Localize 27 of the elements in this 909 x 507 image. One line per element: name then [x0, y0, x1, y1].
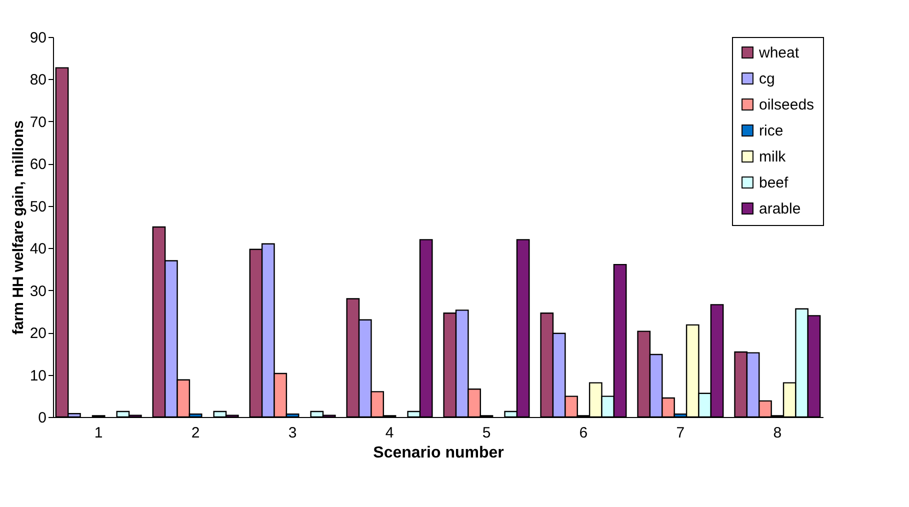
x-tick-label: 4 [385, 424, 394, 442]
y-tick-label: 50 [30, 198, 46, 216]
x-axis-title: Scenario number [373, 444, 504, 462]
x-tick-label: 2 [191, 424, 200, 442]
y-tick-label: 30 [30, 282, 46, 300]
y-tick-label: 60 [30, 156, 46, 174]
x-tick-label: 1 [94, 424, 103, 442]
y-tick-label: 10 [30, 367, 46, 384]
legend-label: cg [759, 70, 775, 88]
y-tick-label: 40 [30, 240, 46, 258]
y-tick-label: 0 [38, 410, 46, 426]
legend-label: arable [759, 200, 801, 218]
y-axis-title: farm HH welfare gain, millions [10, 120, 27, 335]
x-tick-label: 3 [288, 424, 297, 442]
x-tick-label: 6 [579, 424, 588, 442]
x-tick-label: 5 [482, 424, 491, 442]
legend-label: rice [759, 122, 784, 140]
legend-label: beef [759, 174, 790, 192]
legend-label: milk [759, 148, 786, 166]
y-tick-label: 80 [30, 72, 46, 89]
x-tick-label: 8 [773, 424, 782, 442]
x-tick-label: 7 [676, 424, 685, 442]
legend-label: oilseeds [759, 96, 814, 114]
y-tick-label: 70 [30, 114, 46, 131]
y-tick-label: 20 [30, 325, 46, 342]
legend-label: wheat [758, 44, 800, 62]
y-tick-label: 90 [30, 30, 46, 46]
